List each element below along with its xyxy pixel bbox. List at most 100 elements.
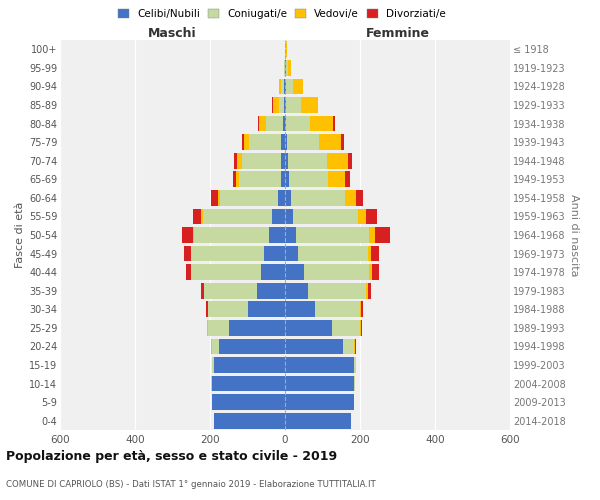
Bar: [341, 134, 344, 150]
Bar: [283, 116, 285, 132]
Bar: [285, 153, 288, 168]
Text: Femmine: Femmine: [365, 27, 430, 40]
Bar: [211, 190, 218, 206]
Bar: [242, 153, 281, 168]
Bar: [285, 78, 286, 94]
Bar: [257, 283, 285, 298]
Bar: [328, 172, 345, 187]
Y-axis label: Fasce di età: Fasce di età: [14, 202, 25, 268]
Bar: [229, 320, 285, 336]
Bar: [360, 320, 361, 336]
Bar: [212, 376, 285, 392]
Bar: [187, 264, 191, 280]
Bar: [285, 413, 350, 428]
Bar: [182, 227, 193, 243]
Bar: [286, 116, 310, 132]
Bar: [191, 246, 265, 262]
Bar: [319, 134, 341, 150]
Text: COMUNE DI CAPRIOLO (BS) - Dati ISTAT 1° gennaio 2019 - Elaborazione TUTTITALIA.I: COMUNE DI CAPRIOLO (BS) - Dati ISTAT 1° …: [6, 480, 376, 489]
Bar: [332, 320, 360, 336]
Bar: [280, 78, 281, 94]
Bar: [285, 283, 308, 298]
Bar: [365, 283, 367, 298]
Bar: [285, 97, 286, 113]
Bar: [293, 78, 302, 94]
Text: Popolazione per età, sesso e stato civile - 2019: Popolazione per età, sesso e stato civil…: [6, 450, 337, 463]
Bar: [272, 208, 285, 224]
Bar: [285, 338, 343, 354]
Bar: [328, 153, 348, 168]
Bar: [235, 153, 238, 168]
Bar: [281, 153, 285, 168]
Bar: [278, 97, 284, 113]
Bar: [218, 190, 220, 206]
Bar: [208, 320, 229, 336]
Legend: Celibi/Nubili, Coniugati/e, Vedovi/e, Divorziati/e: Celibi/Nubili, Coniugati/e, Vedovi/e, Di…: [114, 5, 450, 24]
Bar: [285, 116, 286, 132]
Bar: [360, 302, 361, 317]
Bar: [272, 97, 273, 113]
Bar: [211, 376, 212, 392]
Bar: [206, 320, 208, 336]
Bar: [286, 60, 287, 76]
Bar: [281, 134, 285, 150]
Bar: [298, 246, 367, 262]
Bar: [259, 116, 266, 132]
Bar: [258, 116, 259, 132]
Bar: [212, 357, 214, 373]
Bar: [214, 357, 285, 373]
Bar: [370, 227, 375, 243]
Bar: [208, 302, 248, 317]
Bar: [285, 208, 293, 224]
Bar: [285, 264, 304, 280]
Bar: [304, 264, 370, 280]
Bar: [367, 246, 371, 262]
Bar: [286, 42, 287, 57]
Bar: [365, 208, 377, 224]
Bar: [285, 42, 286, 57]
Bar: [203, 208, 272, 224]
Bar: [200, 208, 203, 224]
Bar: [285, 320, 332, 336]
Bar: [371, 246, 379, 262]
Bar: [244, 134, 250, 150]
Bar: [273, 97, 278, 113]
Bar: [278, 190, 285, 206]
Bar: [315, 302, 360, 317]
Bar: [301, 97, 317, 113]
Bar: [236, 172, 239, 187]
Bar: [239, 172, 281, 187]
Bar: [285, 172, 289, 187]
Bar: [206, 302, 208, 317]
Bar: [285, 394, 355, 410]
Bar: [373, 264, 379, 280]
Bar: [266, 116, 283, 132]
Bar: [285, 227, 296, 243]
Bar: [285, 190, 290, 206]
Bar: [308, 283, 365, 298]
Bar: [285, 302, 315, 317]
Bar: [296, 227, 370, 243]
Bar: [193, 208, 200, 224]
Bar: [281, 172, 285, 187]
Bar: [289, 172, 328, 187]
Y-axis label: Anni di nascita: Anni di nascita: [569, 194, 580, 276]
Bar: [238, 153, 242, 168]
Bar: [191, 264, 260, 280]
Bar: [370, 264, 373, 280]
Bar: [367, 283, 371, 298]
Bar: [193, 227, 194, 243]
Bar: [355, 357, 356, 373]
Bar: [355, 338, 356, 354]
Bar: [348, 153, 352, 168]
Bar: [194, 227, 269, 243]
Bar: [220, 190, 278, 206]
Bar: [284, 78, 285, 94]
Bar: [332, 116, 335, 132]
Bar: [214, 413, 285, 428]
Bar: [242, 134, 244, 150]
Bar: [343, 338, 355, 354]
Bar: [248, 302, 285, 317]
Bar: [211, 338, 212, 354]
Bar: [375, 227, 390, 243]
